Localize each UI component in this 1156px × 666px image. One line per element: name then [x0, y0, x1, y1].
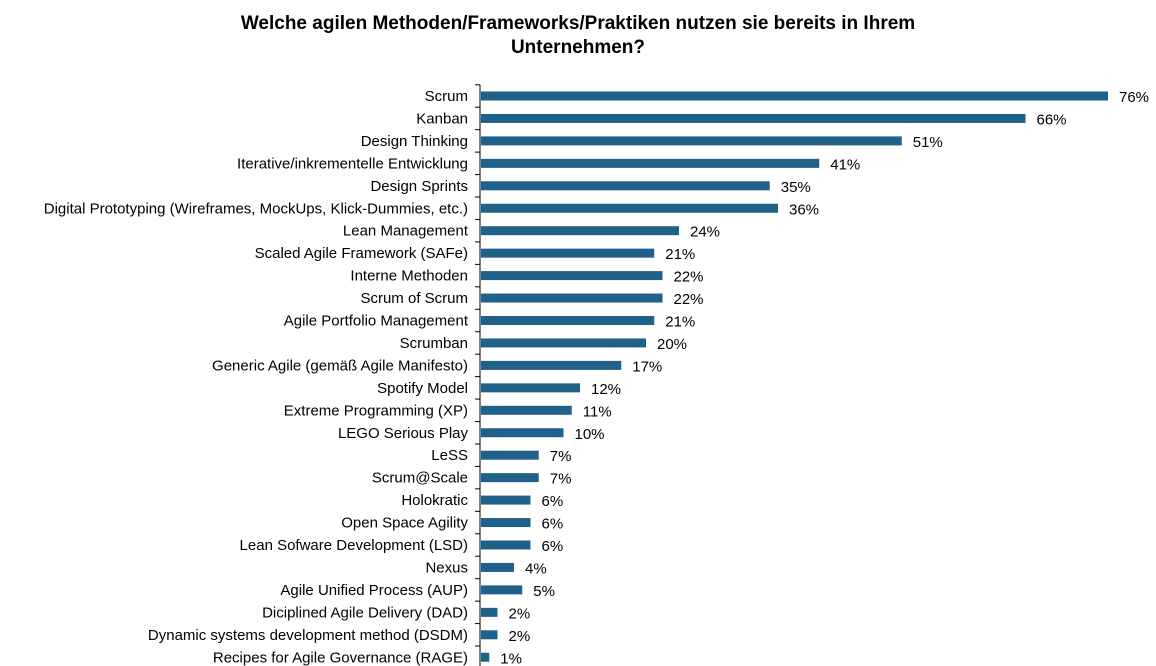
data-label: 2% [509, 605, 531, 622]
data-label: 36% [789, 201, 819, 218]
category-label: Diciplined Agile Delivery (DAD) [262, 604, 468, 621]
data-label: 22% [674, 269, 704, 286]
category-label: Scrum@Scale [372, 470, 468, 487]
bar [481, 518, 531, 528]
data-label: 6% [542, 538, 564, 555]
bar [481, 136, 902, 146]
data-label: 24% [690, 224, 720, 241]
category-label: Iterative/inkrementelle Entwicklung [237, 155, 468, 172]
bar [481, 585, 523, 595]
category-label: Scrum of Scrum [360, 290, 468, 307]
category-label: Nexus [425, 559, 468, 576]
category-label: Agile Unified Process (AUP) [280, 582, 468, 599]
data-label: 17% [632, 358, 662, 375]
chart-title-line-2: Unternehmen? [510, 37, 646, 58]
bar [481, 495, 531, 505]
bar [481, 383, 580, 393]
bar [481, 293, 663, 303]
bar [481, 338, 646, 348]
bar [481, 113, 1026, 123]
data-label: 35% [781, 179, 811, 196]
data-label: 22% [674, 291, 704, 308]
bar [481, 226, 679, 236]
bar [481, 158, 820, 168]
category-label: Interne Methoden [350, 268, 468, 285]
data-label: 21% [665, 246, 695, 263]
category-label: LeSS [431, 447, 468, 464]
category-label: Lean Management [343, 223, 469, 240]
category-label: Extreme Programming (XP) [284, 402, 468, 419]
category-label: Design Sprints [370, 178, 468, 195]
category-label: Spotify Model [377, 380, 468, 397]
bar [481, 450, 539, 460]
category-label: Lean Sofware Development (LSD) [240, 537, 468, 554]
bar [481, 405, 572, 415]
data-label: 51% [913, 134, 943, 151]
bar [481, 562, 514, 572]
data-label: 7% [550, 448, 572, 465]
data-label: 76% [1119, 89, 1149, 106]
data-label: 2% [509, 628, 531, 645]
data-label: 66% [1037, 111, 1067, 128]
category-label: Scrum [425, 88, 468, 105]
bar [481, 607, 498, 617]
data-label: 4% [525, 560, 547, 577]
bar [481, 652, 490, 662]
chart-title: Welche agilen Methoden/Frameworks/Prakti… [0, 12, 1156, 60]
bar [481, 316, 655, 325]
category-label: Digital Prototyping (Wireframes, MockUps… [44, 200, 468, 217]
data-label: 6% [542, 493, 564, 510]
bar [481, 360, 622, 370]
category-label: Scaled Agile Framework (SAFe) [255, 245, 468, 262]
bar [481, 473, 539, 483]
data-label: 11% [583, 403, 612, 420]
bar [481, 181, 770, 191]
category-label: Recipes for Agile Governance (RAGE) [213, 649, 468, 666]
bar [481, 630, 498, 640]
data-label: 1% [500, 650, 522, 666]
chart-title-line-1: Welche agilen Methoden/Frameworks/Prakti… [240, 13, 916, 34]
bar [481, 428, 564, 438]
bar [481, 271, 663, 281]
category-label: Design Thinking [361, 133, 468, 150]
data-label: 12% [591, 381, 621, 398]
bar [481, 203, 778, 213]
data-label: 21% [665, 314, 695, 331]
data-label: 7% [550, 471, 572, 488]
data-label: 6% [542, 516, 564, 533]
category-label: Holokratic [401, 492, 468, 509]
data-label: 41% [830, 156, 860, 173]
data-label: 20% [657, 336, 687, 353]
bar [481, 248, 655, 258]
data-label: 10% [575, 426, 605, 443]
bar [481, 540, 531, 550]
category-label: Generic Agile (gemäß Agile Manifesto) [212, 357, 468, 374]
category-label: Open Space Agility [341, 515, 468, 532]
category-label: LEGO Serious Play [338, 425, 469, 442]
category-label: Kanban [416, 110, 468, 127]
category-label: Dynamic systems development method (DSDM… [148, 627, 468, 644]
category-label: Agile Portfolio Management [284, 313, 469, 330]
data-label: 5% [533, 583, 555, 600]
category-label: Scrumban [400, 335, 468, 352]
bar [481, 91, 1108, 101]
